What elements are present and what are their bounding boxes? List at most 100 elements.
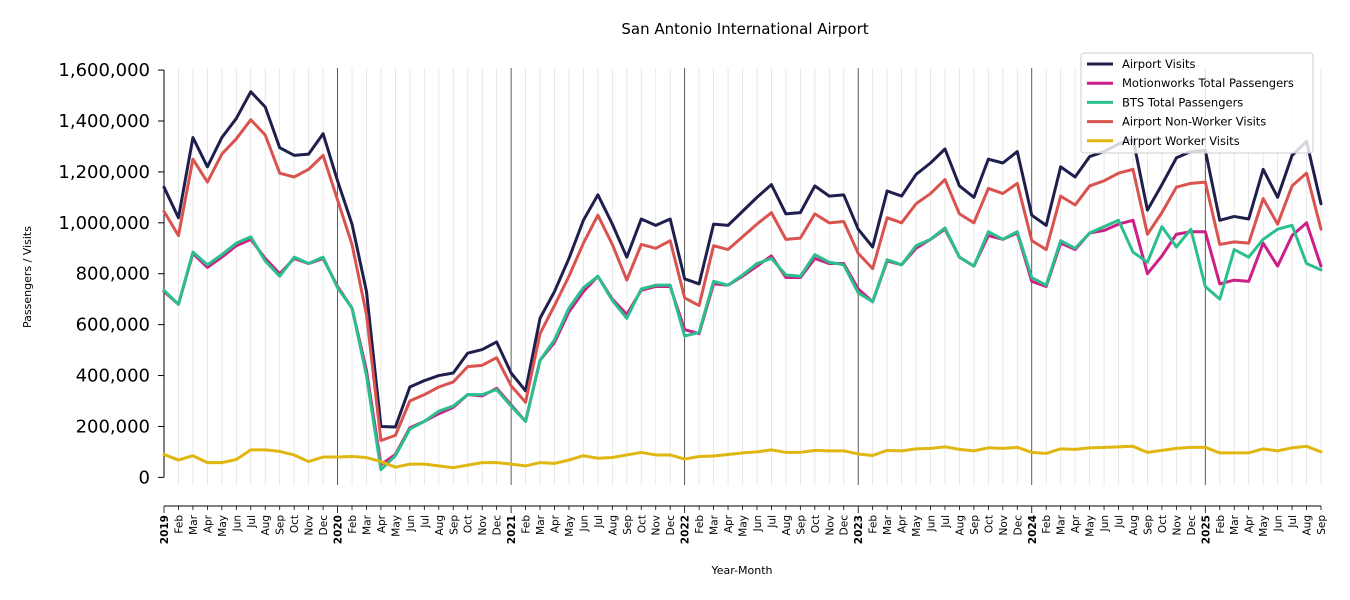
x-tick-label: Apr: [376, 514, 388, 533]
x-tick-label: Apr: [1070, 514, 1082, 533]
x-tick-label: Jul: [766, 515, 778, 529]
x-tick-label: Dec: [839, 515, 851, 536]
x-tick-label: Nov: [304, 515, 316, 536]
series-line-airport-non-worker-visits: [162, 118, 1323, 442]
y-tick-label: 1,200,000: [58, 162, 150, 183]
x-tick-label: Apr: [723, 514, 735, 533]
x-tick-label: Nov: [998, 515, 1010, 536]
x-tick-label: Apr: [897, 514, 909, 533]
x-tick-label: Jun: [1099, 515, 1111, 532]
x-tick-label: 2023: [853, 515, 865, 544]
x-tick-label: Oct: [463, 515, 475, 533]
legend-label-airport-worker-visits: Airport Worker Visits: [1122, 134, 1240, 148]
y-tick-label: 400,000: [76, 366, 150, 387]
x-tick-label: Apr: [202, 514, 214, 533]
y-tick-label: 600,000: [76, 315, 150, 336]
x-tick-label: Dec: [665, 515, 677, 536]
x-tick-label: Mar: [1229, 514, 1241, 534]
x-tick-label: Jun: [1273, 515, 1285, 532]
x-tick-label: Oct: [636, 515, 648, 533]
y-tick-label: 800,000: [76, 264, 150, 285]
x-tick-label: Jul: [1114, 515, 1126, 529]
x-axis: 2019 Feb Mar Apr May Jun Jul Aug Sep Oct Nov Dec 202…: [159, 505, 1328, 544]
x-tick-label: 2022: [680, 515, 692, 544]
legend-label-airport-visits: Airport Visits: [1122, 57, 1196, 71]
x-tick-label: Aug: [434, 515, 446, 536]
series-line-bts-total-passengers: [162, 218, 1323, 472]
legend-label-airport-non-worker-visits: Airport Non-Worker Visits: [1122, 115, 1266, 129]
x-tick-label: Nov: [824, 515, 836, 536]
x-tick-label: Aug: [1302, 515, 1314, 536]
x-tick-label: Feb: [1215, 515, 1227, 534]
x-tick-label: Feb: [868, 515, 880, 534]
x-tick-label: Oct: [289, 515, 301, 533]
x-tick-label: Jun: [752, 515, 764, 532]
x-tick-label: Mar: [882, 514, 894, 534]
x-tick-label: Aug: [607, 515, 619, 536]
x-tick-label: Apr: [549, 514, 561, 533]
x-tick-label: Nov: [651, 515, 663, 536]
x-tick-label: Mar: [535, 514, 547, 534]
x-tick-label: Jun: [231, 515, 243, 532]
x-tick-label: May: [911, 515, 923, 537]
x-tick-label: Feb: [1041, 515, 1053, 534]
x-tick-label: Sep: [275, 515, 287, 535]
x-tick-label: Mar: [361, 514, 373, 534]
x-tick-label: Dec: [1186, 515, 1198, 536]
x-tick-label: Jun: [405, 515, 417, 532]
x-tick-label: Oct: [983, 515, 995, 533]
x-tick-label: Mar: [1056, 514, 1068, 534]
x-tick-label: May: [1258, 515, 1270, 537]
x-tick-label: Jul: [419, 515, 431, 529]
x-tick-label: Oct: [1157, 515, 1169, 533]
x-tick-label: 2019: [159, 515, 171, 544]
x-tick-label: Mar: [188, 514, 200, 534]
x-tick-label: Dec: [318, 515, 330, 536]
series-line-airport-worker-visits: [162, 444, 1323, 470]
x-tick-label: Sep: [969, 515, 981, 535]
x-tick-label: Dec: [1012, 515, 1024, 536]
y-axis-label: Passengers / Visits: [21, 226, 34, 328]
x-tick-label: Feb: [173, 515, 185, 534]
x-tick-label: Nov: [1171, 515, 1183, 536]
x-tick-label: Aug: [260, 515, 272, 536]
x-tick-label: May: [217, 515, 229, 537]
x-tick-label: Sep: [795, 515, 807, 535]
y-tick-label: 1,600,000: [58, 60, 150, 81]
legend-label-bts-total-passengers: BTS Total Passengers: [1122, 95, 1243, 109]
x-tick-label: 2025: [1200, 515, 1212, 544]
y-axis: 0 200,000 400,000 600,000 800,000 1,000,000 1,…: [58, 60, 165, 488]
y-tick-label: 1,400,000: [58, 111, 150, 132]
x-tick-label: May: [564, 515, 576, 537]
y-tick-label: 1,000,000: [58, 213, 150, 234]
y-tick-label: 0: [139, 467, 150, 488]
x-tick-label: Sep: [1316, 515, 1328, 535]
x-tick-label: 2021: [506, 515, 518, 544]
x-tick-label: Apr: [1244, 514, 1256, 533]
chart-title: San Antonio International Airport: [621, 20, 868, 38]
x-tick-label: 2020: [333, 515, 345, 544]
x-tick-label: Aug: [954, 515, 966, 536]
x-tick-label: May: [390, 515, 402, 537]
x-tick-label: Jun: [578, 515, 590, 532]
x-tick-label: May: [738, 515, 750, 537]
x-tick-label: Sep: [1142, 515, 1154, 535]
x-tick-label: Jul: [593, 515, 605, 529]
legend: Airport Visits Motionworks Total Passenge…: [1080, 52, 1314, 154]
x-tick-label: Dec: [492, 515, 504, 536]
x-tick-label: May: [1085, 515, 1097, 537]
x-axis-label: Year-Month: [710, 564, 772, 577]
x-tick-label: Jun: [926, 515, 938, 532]
x-tick-label: Jul: [940, 515, 952, 529]
x-tick-label: Oct: [810, 515, 822, 533]
x-tick-label: Nov: [477, 515, 489, 536]
x-tick-label: Aug: [1128, 515, 1140, 536]
x-tick-label: Mar: [709, 514, 721, 534]
x-tick-label: Jul: [1287, 515, 1299, 529]
x-tick-label: 2024: [1027, 515, 1039, 544]
x-tick-label: Sep: [448, 515, 460, 535]
legend-label-motionworks-total-passengers: Motionworks Total Passengers: [1122, 76, 1294, 90]
x-tick-label: Feb: [694, 515, 706, 534]
x-tick-label: Jul: [246, 515, 258, 529]
